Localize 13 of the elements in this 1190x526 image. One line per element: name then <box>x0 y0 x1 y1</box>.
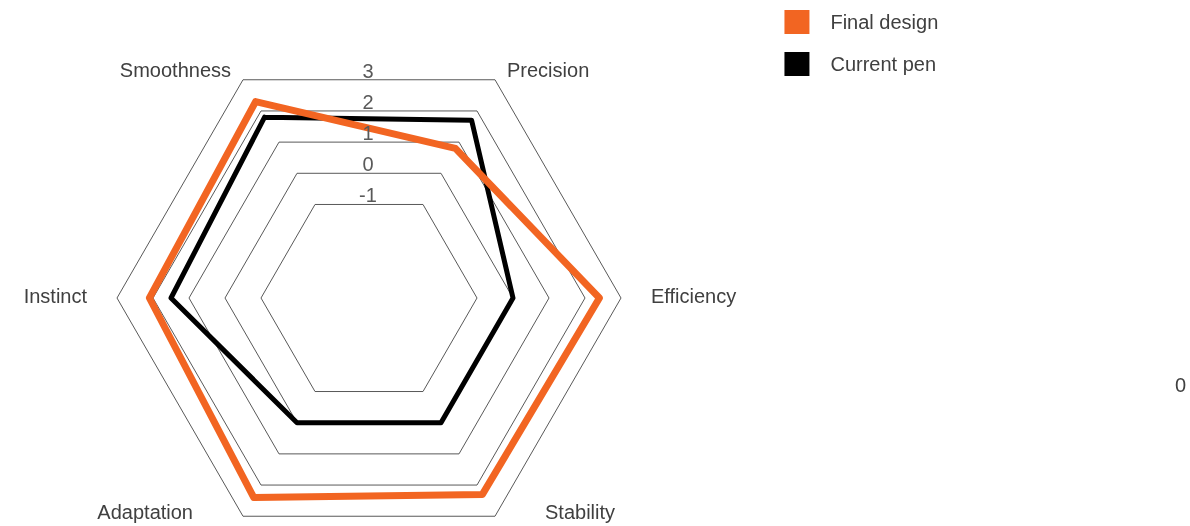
spoke-label: Adaptation <box>97 501 193 524</box>
y-tick-label: -1 <box>359 184 377 207</box>
legend-label: Current pen <box>830 53 937 75</box>
text: 0 <box>1174 374 1186 396</box>
spoke-label: Instinct <box>23 285 88 307</box>
spoke-label: Stability <box>545 501 616 524</box>
spoke-label: Smoothness <box>119 58 231 81</box>
y-tick-label: 3 <box>362 59 374 82</box>
y-tick-label: 2 <box>362 90 374 113</box>
spoke-label: Precision <box>507 58 590 81</box>
legend-label: Final design <box>830 11 939 33</box>
spoke-label: Efficiency <box>651 285 737 307</box>
y-tick-label: 0 <box>362 153 374 176</box>
